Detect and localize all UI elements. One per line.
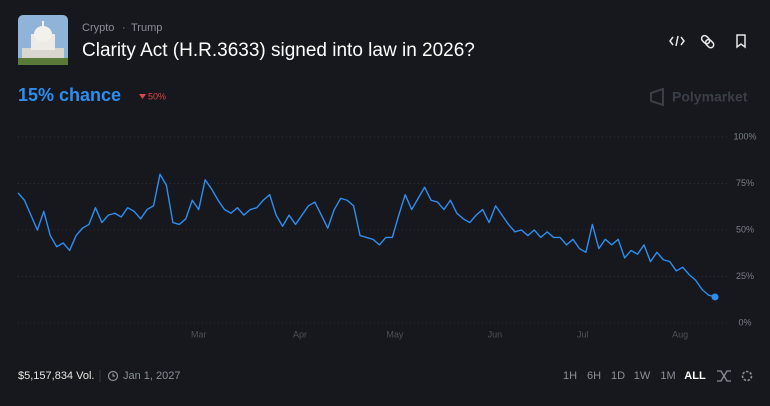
brand-logo: Polymarket	[650, 87, 748, 107]
range-option[interactable]: 1H	[563, 370, 577, 382]
range-option[interactable]: 6H	[587, 370, 601, 382]
clock-icon	[107, 370, 119, 382]
breadcrumb[interactable]: Trump	[131, 22, 162, 34]
volume: $5,157,834 Vol.	[18, 370, 94, 382]
x-tick-label: Apr	[293, 329, 307, 339]
range-option[interactable]: 1D	[611, 370, 625, 382]
range-selector: 1H 6H 1D 1W 1M ALL	[563, 370, 706, 382]
breadcrumb[interactable]: Crypto	[82, 22, 114, 34]
y-tick-label: 50%	[736, 224, 754, 234]
y-tick-label: 0%	[738, 317, 751, 327]
x-tick-label: Mar	[191, 329, 207, 339]
bookmark-button[interactable]	[736, 34, 746, 49]
range-option[interactable]: 1M	[660, 370, 675, 382]
current-point	[711, 293, 719, 301]
price-line	[17, 173, 716, 298]
market-title: Clarity Act (H.R.3633) signed into law i…	[82, 40, 475, 61]
end-date: Jan 1, 2027	[123, 370, 181, 382]
embed-button[interactable]	[669, 35, 685, 47]
settings-button[interactable]	[741, 370, 753, 382]
chance-label: 15% chance	[18, 85, 121, 105]
breadcrumb-separator: ·	[122, 22, 126, 34]
x-tick-label: Jun	[488, 329, 503, 339]
link-button[interactable]	[700, 34, 715, 49]
x-tick-label: Aug	[672, 329, 688, 339]
down-arrow	[139, 94, 146, 99]
compare-button[interactable]	[717, 370, 731, 382]
y-tick-label: 25%	[736, 271, 754, 281]
brand-name: Polymarket	[672, 89, 748, 105]
y-tick-label: 100%	[733, 131, 756, 141]
market-thumbnail	[18, 15, 68, 65]
x-tick-label: May	[386, 329, 404, 339]
x-tick-label: Jul	[577, 329, 589, 339]
chart: 0% 25% 50% 75% 100% Mar Apr May Jun Jul Aug	[17, 131, 757, 339]
range-option[interactable]: ALL	[684, 370, 706, 382]
clock-hands	[112, 373, 115, 377]
chance-change: 50%	[148, 91, 166, 101]
range-option[interactable]: 1W	[634, 370, 651, 382]
y-tick-label: 75%	[736, 178, 754, 188]
